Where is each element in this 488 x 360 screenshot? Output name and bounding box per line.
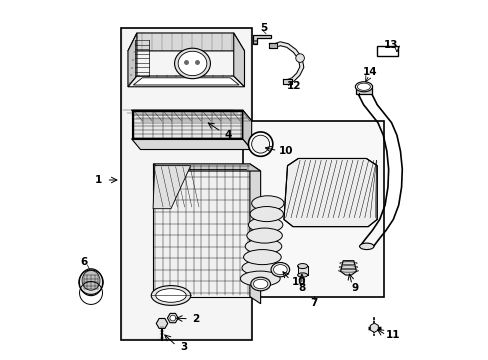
Ellipse shape [242, 260, 280, 275]
Polygon shape [131, 110, 242, 139]
Ellipse shape [273, 265, 286, 275]
Bar [122, 30, 249, 338]
Polygon shape [153, 166, 190, 209]
Ellipse shape [248, 132, 272, 156]
Text: 13: 13 [383, 40, 397, 50]
Ellipse shape [151, 285, 190, 305]
Ellipse shape [297, 273, 307, 277]
Ellipse shape [155, 289, 186, 302]
Text: 7: 7 [309, 298, 317, 308]
Polygon shape [269, 45, 276, 46]
Text: 2: 2 [192, 314, 199, 324]
Ellipse shape [240, 271, 280, 286]
Polygon shape [153, 164, 249, 297]
Ellipse shape [251, 135, 269, 153]
Polygon shape [131, 139, 251, 149]
Ellipse shape [243, 249, 281, 265]
Text: 1: 1 [94, 175, 102, 185]
Polygon shape [340, 261, 356, 275]
Bar [242, 121, 384, 297]
Ellipse shape [297, 264, 307, 269]
Text: 10: 10 [279, 146, 293, 156]
Ellipse shape [246, 228, 282, 243]
Text: 6: 6 [80, 257, 87, 267]
Polygon shape [283, 78, 291, 84]
Polygon shape [233, 33, 244, 87]
Ellipse shape [244, 239, 281, 254]
Polygon shape [268, 43, 276, 48]
Text: 14: 14 [362, 67, 377, 77]
Polygon shape [253, 35, 271, 44]
Polygon shape [131, 110, 251, 121]
Ellipse shape [251, 196, 284, 211]
Ellipse shape [270, 262, 289, 277]
Polygon shape [297, 266, 307, 275]
Ellipse shape [248, 217, 282, 232]
Ellipse shape [253, 279, 267, 289]
Text: 4: 4 [224, 130, 232, 140]
Polygon shape [284, 158, 376, 226]
Polygon shape [249, 164, 260, 304]
Text: 12: 12 [286, 81, 301, 91]
Polygon shape [128, 76, 244, 87]
Ellipse shape [249, 207, 283, 222]
Text: 9: 9 [351, 283, 358, 293]
Polygon shape [128, 33, 244, 51]
Ellipse shape [355, 82, 372, 92]
Ellipse shape [359, 243, 373, 249]
Ellipse shape [82, 271, 100, 290]
Polygon shape [153, 164, 260, 171]
Circle shape [169, 315, 175, 321]
Text: 11: 11 [386, 330, 400, 340]
Ellipse shape [178, 51, 206, 76]
Ellipse shape [355, 83, 369, 91]
Ellipse shape [174, 48, 210, 79]
Polygon shape [128, 33, 137, 87]
Circle shape [295, 54, 304, 62]
Ellipse shape [79, 269, 102, 296]
Text: 8: 8 [298, 283, 305, 293]
Bar [356, 85, 371, 94]
Bar [376, 45, 397, 56]
Text: 3: 3 [180, 342, 187, 352]
Ellipse shape [357, 83, 369, 90]
Polygon shape [242, 110, 251, 149]
Ellipse shape [250, 277, 270, 291]
Text: 10: 10 [291, 277, 305, 287]
Polygon shape [133, 78, 239, 85]
Bar [121, 28, 251, 339]
Text: 5: 5 [260, 23, 267, 33]
